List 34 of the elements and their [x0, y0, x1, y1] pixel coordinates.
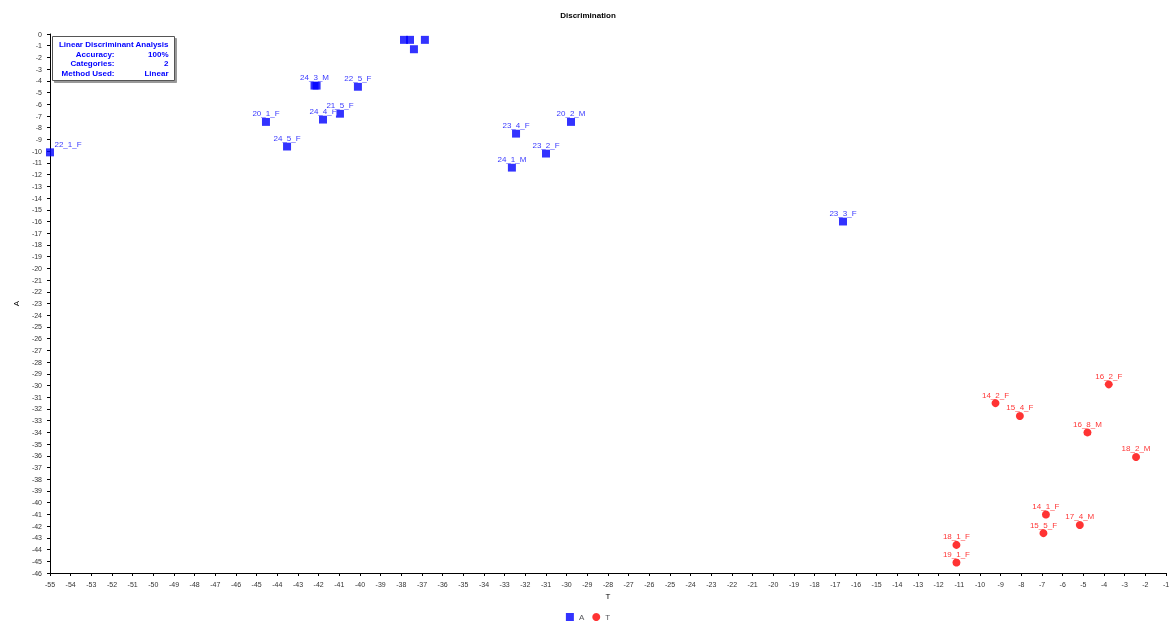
- annotation: 20_2_M: [556, 109, 586, 119]
- annotation: 22_1_F: [54, 139, 82, 149]
- chart-title: Discrimination: [560, 10, 616, 20]
- annotation: 23_4_F: [502, 121, 530, 131]
- annotation: 15_4_F: [1006, 403, 1034, 413]
- annotation: 14_2_F: [981, 390, 1010, 400]
- annotation: 14_1_F: [1032, 501, 1060, 511]
- annotation: 16_8_M: [1073, 419, 1103, 429]
- x-axis-title: T: [605, 592, 611, 602]
- annotation: 24_1_M: [497, 155, 527, 165]
- legend-label: A: [578, 612, 585, 622]
- annotation: 24_3_M: [300, 73, 330, 83]
- annotation: 23_2_F: [532, 141, 560, 151]
- annotation: 18_1_F: [942, 532, 971, 542]
- annotation: 17_4_M: [1065, 512, 1095, 522]
- annotation: 20_1_F: [252, 109, 280, 119]
- annotation: 18_2_M: [1121, 444, 1151, 454]
- annotation: 2: [164, 59, 170, 68]
- annotation: 24_4_F: [309, 107, 337, 117]
- annotation: 23_3_F: [829, 208, 857, 218]
- annotation: 21_5_F: [326, 101, 354, 111]
- annotation: 22_5_F: [344, 74, 372, 84]
- annotation: Linear: [144, 68, 169, 78]
- annotation: 100%: [148, 49, 169, 59]
- annotation: Linear Discriminant Analysis: [58, 40, 170, 49]
- annotation: Accuracy:: [75, 49, 115, 59]
- annotation: 24_5_F: [273, 133, 301, 143]
- annotation: 16_2_F: [1095, 371, 1123, 381]
- annotation: Method Used:: [61, 68, 115, 78]
- annotation: 19_1_F: [942, 549, 971, 559]
- legend-label: T: [605, 612, 611, 622]
- annotation: 15_5_F: [1029, 520, 1058, 530]
- y-axis-title: A: [12, 300, 22, 307]
- annotation: Categories:: [70, 59, 115, 68]
